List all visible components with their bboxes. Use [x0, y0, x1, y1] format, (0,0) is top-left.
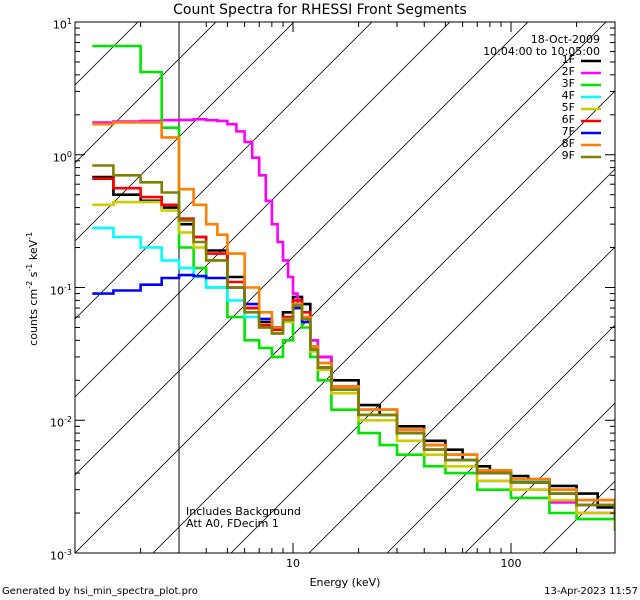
legend-label-2f: 2F — [561, 65, 575, 78]
generated-by-footer: Generated by hsi_min_spectra_plot.pro — [2, 586, 198, 597]
y-tick-label: 10-2 — [50, 415, 72, 430]
legend-label-1f: 1F — [561, 53, 575, 66]
hatch-line — [308, 246, 615, 553]
hatched-region — [0, 0, 640, 553]
hatch-line — [75, 22, 373, 320]
hatch-line — [230, 168, 615, 553]
hatch-line — [621, 0, 640, 553]
legend-label-4f: 4F — [561, 89, 575, 102]
x-tick-label: 100 — [500, 557, 522, 570]
legend-label-3f: 3F — [561, 77, 575, 90]
series-line-8f — [92, 121, 615, 515]
y-tick-label: 101 — [52, 17, 72, 32]
y-tick-label: 10-3 — [50, 548, 72, 563]
series-line-4f — [92, 226, 615, 515]
attenuator-note: Att A0, FDecim 1 — [186, 517, 279, 530]
observation-time-range: 10:04:00 to 10:05:00 — [483, 45, 600, 58]
hatch-line — [75, 22, 139, 86]
legend-label-8f: 8F — [561, 137, 575, 150]
series-line-5f — [92, 200, 615, 528]
hatch-line — [75, 22, 451, 398]
x-axis-label: Energy (keV) — [309, 576, 381, 589]
series-line-1f — [92, 175, 615, 521]
plot-frame — [74, 21, 616, 554]
hatch-line — [152, 90, 615, 553]
series-line-9f — [92, 164, 615, 521]
y-tick-label: 10-1 — [50, 282, 72, 298]
chart-title: Count Spectra for RHESSI Front Segments — [173, 2, 467, 18]
legend-label-9f: 9F — [561, 149, 575, 162]
hatch-line — [386, 324, 615, 553]
legend-label-5f: 5F — [561, 101, 575, 114]
y-tick-label: 100 — [52, 149, 72, 165]
hatch-line — [75, 22, 217, 164]
observation-date: 18-Oct-2009 — [530, 33, 600, 46]
series-line-6f — [92, 177, 615, 515]
hatch-line — [75, 22, 529, 476]
background-note: Includes Background — [186, 505, 301, 518]
hatch-line — [0, 0, 129, 553]
timestamp-footer: 13-Apr-2023 11:57 — [544, 586, 638, 597]
legend-label-7f: 7F — [561, 125, 575, 138]
hatch-line — [75, 22, 295, 242]
legend-label-6f: 6F — [561, 113, 575, 126]
series-line-2f — [92, 118, 615, 528]
hatch-line — [75, 22, 607, 553]
hatch-line — [464, 402, 615, 553]
x-tick-label: 10 — [285, 557, 300, 570]
